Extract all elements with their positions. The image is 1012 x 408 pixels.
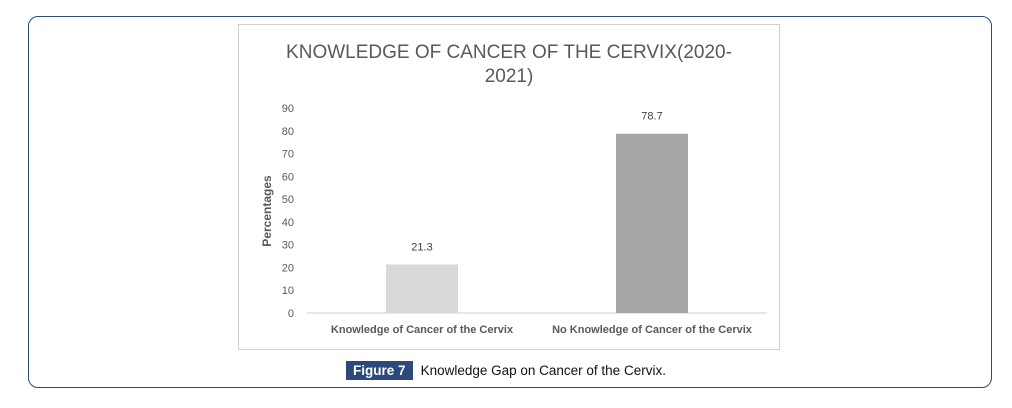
chart-container: KNOWLEDGE OF CANCER OF THE CERVIX(2020- 2… (238, 24, 780, 350)
y-tick-label: 20 (282, 262, 294, 274)
y-tick-label: 60 (282, 171, 294, 183)
bar (616, 133, 688, 313)
caption-text: Knowledge Gap on Cancer of the Cervix. (420, 363, 666, 378)
bar-chart: KNOWLEDGE OF CANCER OF THE CERVIX(2020- 2… (260, 42, 767, 336)
figure-frame (28, 16, 992, 388)
x-tick-label: Knowledge of Cancer of the Cervix (331, 324, 514, 336)
y-axis-label: Percentages (260, 175, 274, 247)
figure-label: Figure 7 (346, 361, 413, 380)
bar (386, 264, 458, 313)
data-label: 21.3 (411, 241, 432, 253)
x-tick-label: No Knowledge of Cancer of the Cervix (552, 324, 753, 336)
y-tick-label: 80 (282, 126, 294, 138)
y-tick-label: 90 (282, 103, 294, 115)
y-tick-label: 0 (288, 308, 294, 320)
y-tick-label: 70 (282, 149, 294, 161)
y-tick-label: 40 (282, 217, 294, 229)
y-tick-label: 30 (282, 240, 294, 252)
chart-title-line: KNOWLEDGE OF CANCER OF THE CERVIX(2020- (286, 42, 732, 63)
data-label: 78.7 (641, 111, 662, 123)
y-tick-label: 10 (282, 285, 294, 297)
figure-caption: Figure 7 Knowledge Gap on Cancer of the C… (0, 361, 1012, 380)
chart-title-line: 2021) (485, 66, 534, 87)
y-tick-label: 50 (282, 194, 294, 206)
